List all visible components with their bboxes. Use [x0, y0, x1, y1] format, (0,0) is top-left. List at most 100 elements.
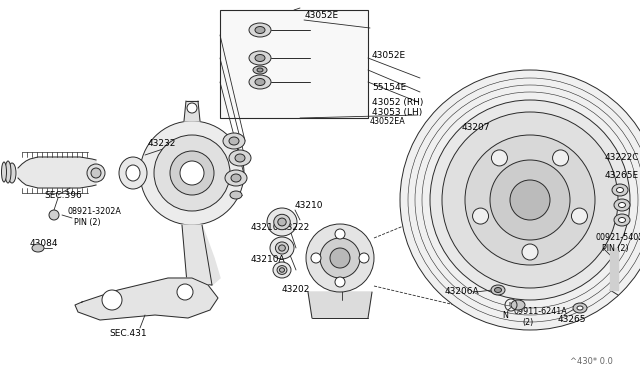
Circle shape	[140, 121, 244, 225]
Text: 00921-5402A: 00921-5402A	[596, 234, 640, 243]
Text: 43084: 43084	[30, 240, 58, 248]
Circle shape	[465, 135, 595, 265]
Ellipse shape	[614, 199, 630, 211]
Ellipse shape	[8, 163, 16, 183]
Polygon shape	[184, 101, 200, 121]
Circle shape	[306, 224, 374, 292]
Circle shape	[492, 150, 508, 166]
Text: 43222C: 43222C	[605, 154, 639, 163]
Circle shape	[359, 253, 369, 263]
Ellipse shape	[230, 191, 242, 199]
Ellipse shape	[280, 268, 285, 272]
Text: 43202: 43202	[282, 285, 310, 295]
Text: 43210: 43210	[295, 202, 323, 211]
Circle shape	[510, 180, 550, 220]
Circle shape	[154, 135, 230, 211]
Circle shape	[311, 253, 321, 263]
Polygon shape	[75, 278, 218, 320]
Text: N: N	[509, 302, 513, 308]
Ellipse shape	[229, 150, 251, 166]
Ellipse shape	[1, 162, 6, 182]
Circle shape	[170, 151, 214, 195]
Circle shape	[49, 210, 59, 220]
Circle shape	[320, 238, 360, 278]
Text: 43265: 43265	[558, 315, 586, 324]
Ellipse shape	[119, 157, 147, 189]
Ellipse shape	[273, 262, 291, 278]
Circle shape	[572, 208, 588, 224]
Text: 08921-3202A: 08921-3202A	[68, 208, 122, 217]
Ellipse shape	[257, 68, 263, 72]
Ellipse shape	[612, 184, 628, 196]
Text: 09911-6241A: 09911-6241A	[514, 308, 568, 317]
Ellipse shape	[255, 26, 265, 33]
Polygon shape	[308, 292, 372, 318]
Ellipse shape	[229, 137, 239, 145]
Ellipse shape	[277, 266, 287, 275]
Text: PIN (2): PIN (2)	[74, 218, 100, 227]
Text: 43207: 43207	[461, 124, 490, 132]
Text: 43210A: 43210A	[250, 256, 285, 264]
Polygon shape	[182, 225, 220, 285]
Ellipse shape	[491, 285, 505, 295]
Ellipse shape	[495, 288, 502, 292]
Text: PIN (2): PIN (2)	[602, 244, 628, 253]
Ellipse shape	[616, 187, 623, 192]
Text: 43222: 43222	[282, 224, 310, 232]
Ellipse shape	[235, 154, 245, 162]
Ellipse shape	[618, 202, 625, 208]
Text: SEC.396: SEC.396	[44, 192, 82, 201]
Circle shape	[335, 229, 345, 239]
Ellipse shape	[223, 133, 245, 149]
Text: 43210A: 43210A	[250, 224, 285, 232]
Circle shape	[490, 160, 570, 240]
Text: 55154E: 55154E	[372, 83, 406, 93]
Text: 43053 (LH): 43053 (LH)	[372, 109, 422, 118]
Ellipse shape	[577, 306, 583, 310]
Ellipse shape	[253, 66, 267, 74]
Text: 43052 (RH): 43052 (RH)	[372, 97, 424, 106]
Text: 43206A: 43206A	[445, 288, 479, 296]
Circle shape	[430, 100, 630, 300]
Ellipse shape	[278, 245, 285, 251]
Ellipse shape	[275, 242, 289, 254]
Ellipse shape	[126, 165, 140, 181]
Circle shape	[177, 284, 193, 300]
Ellipse shape	[614, 214, 630, 226]
Ellipse shape	[270, 237, 294, 259]
Text: 43265E: 43265E	[605, 170, 639, 180]
Ellipse shape	[225, 170, 247, 186]
Ellipse shape	[5, 161, 11, 183]
Circle shape	[552, 150, 568, 166]
Text: ^430* 0.0: ^430* 0.0	[570, 357, 613, 366]
Polygon shape	[18, 157, 96, 188]
Bar	[220, 10, 368, 118]
Circle shape	[335, 277, 345, 287]
Circle shape	[472, 208, 488, 224]
Ellipse shape	[278, 218, 286, 226]
Text: (2): (2)	[522, 317, 533, 327]
Ellipse shape	[511, 300, 525, 310]
Circle shape	[180, 161, 204, 185]
Ellipse shape	[32, 244, 44, 252]
Ellipse shape	[618, 218, 625, 222]
Text: 43232: 43232	[148, 138, 176, 148]
Ellipse shape	[249, 75, 271, 89]
Text: SEC.431: SEC.431	[109, 330, 147, 339]
Circle shape	[91, 168, 101, 178]
Ellipse shape	[249, 51, 271, 65]
Circle shape	[87, 164, 105, 182]
Text: 43052E: 43052E	[305, 12, 339, 20]
Ellipse shape	[573, 303, 587, 313]
Ellipse shape	[249, 23, 271, 37]
Circle shape	[102, 290, 122, 310]
Circle shape	[187, 103, 197, 113]
Ellipse shape	[267, 208, 297, 236]
Text: 43052E: 43052E	[372, 51, 406, 60]
Ellipse shape	[231, 174, 241, 182]
Circle shape	[330, 248, 350, 268]
Ellipse shape	[274, 214, 291, 230]
Ellipse shape	[255, 78, 265, 86]
Text: N: N	[502, 311, 508, 320]
Circle shape	[522, 244, 538, 260]
